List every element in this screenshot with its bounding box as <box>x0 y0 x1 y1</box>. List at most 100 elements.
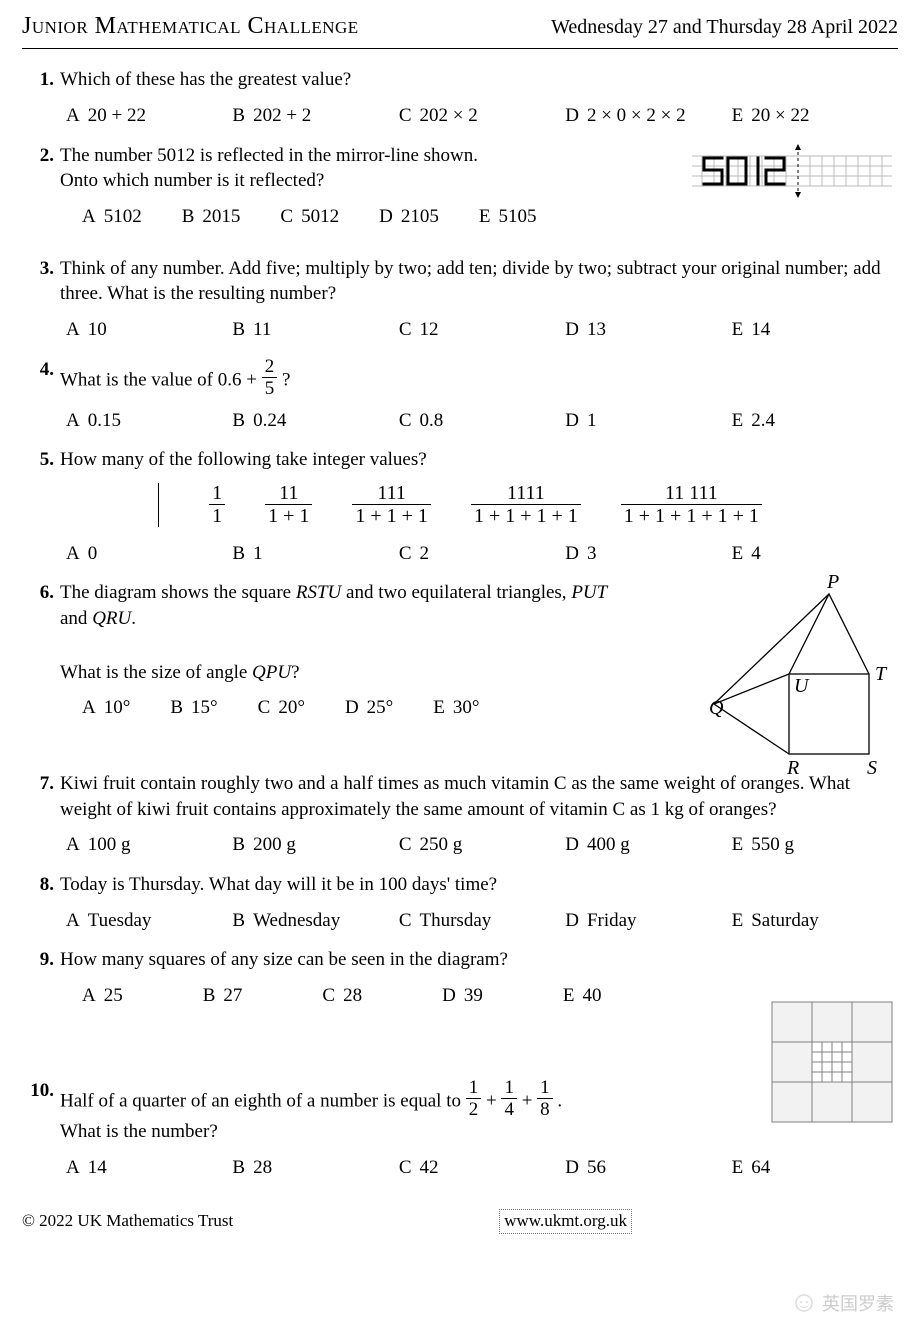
header-date: Wednesday 27 and Thursday 28 April 2022 <box>551 14 898 41</box>
q10-choice-E: E64 <box>732 1155 898 1181</box>
q4-choice-D: D1 <box>565 408 731 434</box>
q7-choice-D: D400 g <box>565 832 731 858</box>
q4-choice-A: A0.15 <box>66 408 232 434</box>
page: Junior Mathematical Challenge Wednesday … <box>0 0 920 1330</box>
footer-copyright: © 2022 UK Mathematics Trust <box>22 1210 233 1233</box>
q3-choices: A10 B11 C12 D13 E14 <box>66 317 898 343</box>
q2-choice-B: B2015 <box>182 204 241 230</box>
q8-choice-D: DFriday <box>565 908 731 934</box>
q2-choice-E: E5105 <box>479 204 537 230</box>
q3-choice-A: A10 <box>66 317 232 343</box>
q5-text: How many of the following take integer v… <box>60 447 898 473</box>
question-5: 5. How many of the following take intege… <box>22 447 898 473</box>
q2-number: 2. <box>22 143 60 194</box>
header-title: Junior Mathematical Challenge <box>22 10 359 42</box>
q6-choice-C: C20° <box>258 695 305 721</box>
watermark: 英国罗素 <box>794 1292 895 1316</box>
page-footer: © 2022 UK Mathematics Trust www.ukmt.org… <box>22 1209 898 1234</box>
q9-choice-E: E40 <box>563 983 602 1009</box>
q10-number: 10. <box>22 1078 60 1145</box>
q8-choice-B: BWednesday <box>232 908 398 934</box>
q4-fraction: 2 5 <box>262 357 278 398</box>
q7-choice-C: C250 g <box>399 832 565 858</box>
q3-choice-E: E14 <box>732 317 898 343</box>
q6-choice-D: D25° <box>345 695 393 721</box>
question-4: 4. What is the value of 0.6 + 2 5 ? <box>22 357 898 398</box>
q5-frac-1: 11 <box>209 483 225 527</box>
q4-choices: A0.15 B0.24 C0.8 D1 E2.4 <box>66 408 898 434</box>
q6-choice-B: B15° <box>170 695 217 721</box>
q4-number: 4. <box>22 357 60 398</box>
q9-text: How many squares of any size can be seen… <box>60 947 898 973</box>
question-10: 10. Half of a quarter of an eighth of a … <box>22 1078 898 1145</box>
page-header: Junior Mathematical Challenge Wednesday … <box>22 10 898 46</box>
q6-number: 6. <box>22 580 60 685</box>
q2-choice-C: C5012 <box>280 204 339 230</box>
q5-frac-5: 11 1111 + 1 + 1 + 1 + 1 <box>621 483 762 527</box>
q1-text: Which of these has the greatest value? <box>60 67 898 93</box>
q5-frac-4: 11111 + 1 + 1 + 1 <box>471 483 581 527</box>
q2-choices: A5102 B2015 C5012 D2105 E5105 <box>82 204 898 230</box>
q6-choice-E: E30° <box>433 695 479 721</box>
q7-choice-E: E550 g <box>732 832 898 858</box>
q5-choice-E: E4 <box>732 541 898 567</box>
q9-figure <box>770 1000 894 1132</box>
q8-choice-A: ATuesday <box>66 908 232 934</box>
header-rule <box>22 48 898 49</box>
q9-choice-C: C28 <box>322 983 362 1009</box>
q8-choice-C: CThursday <box>399 908 565 934</box>
q5-choice-A: A0 <box>66 541 232 567</box>
q4-choice-B: B0.24 <box>232 408 398 434</box>
q5-frac-3: 1111 + 1 + 1 <box>352 483 431 527</box>
q6-choice-A: A10° <box>82 695 130 721</box>
q5-choice-B: B1 <box>232 541 398 567</box>
q2-choice-A: A5102 <box>82 204 142 230</box>
q9-choice-A: A25 <box>82 983 123 1009</box>
q3-text: Think of any number. Add five; multiply … <box>60 256 898 307</box>
footer-url: www.ukmt.org.uk <box>499 1209 632 1234</box>
q2-figure <box>692 142 892 208</box>
q10-choices: A14 B28 C42 D56 E64 <box>66 1155 898 1181</box>
question-9: 9. How many squares of any size can be s… <box>22 947 898 973</box>
q5-left-rule <box>158 483 159 527</box>
q3-choice-C: C12 <box>399 317 565 343</box>
q5-number: 5. <box>22 447 60 473</box>
q7-choices: A100 g B200 g C250 g D400 g E550 g <box>66 832 898 858</box>
q4-choice-C: C0.8 <box>399 408 565 434</box>
svg-text:Q: Q <box>709 697 724 719</box>
q5-choices: A0 B1 C2 D3 E4 <box>66 541 898 567</box>
q3-number: 3. <box>22 256 60 307</box>
q7-choice-B: B200 g <box>232 832 398 858</box>
q1-number: 1. <box>22 67 60 93</box>
q1-choice-D: D2 × 0 × 2 × 2 <box>565 103 731 129</box>
q4-text: What is the value of 0.6 + 2 5 ? <box>60 357 898 398</box>
q5-frac-2: 111 + 1 <box>265 483 312 527</box>
question-1: 1. Which of these has the greatest value… <box>22 67 898 93</box>
q1-choice-C: C202 × 2 <box>399 103 565 129</box>
q4-choice-E: E2.4 <box>732 408 898 434</box>
q1-choice-A: A20 + 22 <box>66 103 232 129</box>
q7-number: 7. <box>22 771 60 822</box>
q9-choice-D: D39 <box>442 983 483 1009</box>
q5-choice-D: D3 <box>565 541 731 567</box>
q9-number: 9. <box>22 947 60 973</box>
q3-choice-B: B11 <box>232 317 398 343</box>
q1-choice-E: E20 × 22 <box>732 103 898 129</box>
q10-choice-D: D56 <box>565 1155 731 1181</box>
q2-choice-D: D2105 <box>379 204 439 230</box>
q10-choice-B: B28 <box>232 1155 398 1181</box>
q3-choice-D: D13 <box>565 317 731 343</box>
q8-choice-E: ESaturday <box>732 908 898 934</box>
q5-fractions: 11 111 + 1 1111 + 1 + 1 11111 + 1 + 1 + … <box>22 483 898 527</box>
q7-choice-A: A100 g <box>66 832 232 858</box>
q1-choices: A20 + 22 B202 + 2 C202 × 2 D2 × 0 × 2 × … <box>66 103 898 129</box>
question-3: 3. Think of any number. Add five; multip… <box>22 256 898 307</box>
q8-text: Today is Thursday. What day will it be i… <box>60 872 898 898</box>
q10-choice-C: C42 <box>399 1155 565 1181</box>
svg-text:S: S <box>867 757 877 779</box>
q8-choices: ATuesday BWednesday CThursday DFriday ES… <box>66 908 898 934</box>
svg-text:T: T <box>875 663 888 685</box>
q1-choice-B: B202 + 2 <box>232 103 398 129</box>
q5-choice-C: C2 <box>399 541 565 567</box>
q9-choice-B: B27 <box>203 983 243 1009</box>
